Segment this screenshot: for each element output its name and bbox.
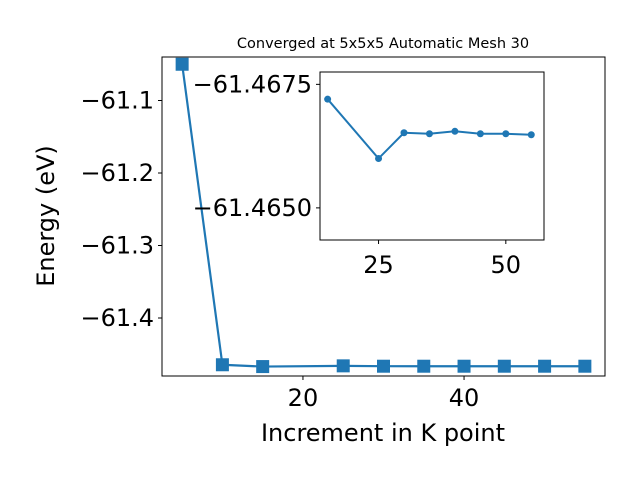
chart-title: Converged at 5x5x5 Automatic Mesh 30: [237, 36, 529, 52]
main-series-line: [181, 64, 585, 368]
inset-data-point: [527, 131, 535, 139]
inset-data-point: [425, 130, 433, 138]
inset-y-tick-label: −61.4650: [193, 194, 312, 222]
inset-axes-frame: [319, 71, 545, 241]
inset-data-point: [375, 154, 383, 162]
main-data-point: [417, 359, 431, 373]
inset-series-line: [326, 98, 532, 160]
inset-background: [320, 72, 544, 240]
inset-plot-area: 25 50 −61.4675 −61.4650: [193, 70, 545, 279]
main-y-tick-label: −61.4: [80, 304, 154, 332]
main-ticks: 20 40 −61.4 −61.3 −61.2 −61.1: [80, 87, 479, 413]
y-axis-label: Energy (eV): [32, 145, 60, 287]
inset-data-point: [400, 129, 408, 137]
main-y-tick-label: −61.1: [80, 87, 154, 115]
main-y-tick-label: −61.2: [80, 159, 154, 187]
x-axis-label: Increment in K point: [261, 419, 505, 447]
inset-ticks: 25 50 −61.4675 −61.4650: [193, 70, 521, 279]
main-data-point: [377, 359, 390, 373]
inset-data-point: [476, 130, 484, 138]
main-data-point: [256, 360, 270, 374]
main-y-tick-label: −61.3: [80, 232, 154, 260]
main-data-point: [538, 359, 552, 373]
inset-series: [324, 95, 535, 162]
main-data-point: [215, 358, 229, 372]
main-x-tick-label: 20: [288, 384, 319, 412]
main-x-tick-label: 40: [449, 384, 480, 412]
main-plot-area: 20 40 −61.4 −61.3 −61.2 −61.1: [80, 56, 606, 413]
inset-data-point: [502, 130, 510, 138]
main-data-point: [457, 359, 471, 373]
main-axes-frame: [161, 56, 606, 377]
main-data-point: [175, 57, 189, 71]
inset-data-point: [451, 127, 459, 135]
main-data-point: [497, 359, 511, 373]
inset-x-tick-label: 50: [491, 251, 522, 279]
main-data-point: [578, 359, 592, 373]
inset-y-tick-label: −61.4675: [193, 70, 312, 98]
main-data-point: [336, 359, 350, 373]
inset-data-point: [324, 95, 332, 103]
main-series: [175, 57, 592, 374]
inset-x-tick-label: 25: [363, 251, 394, 279]
